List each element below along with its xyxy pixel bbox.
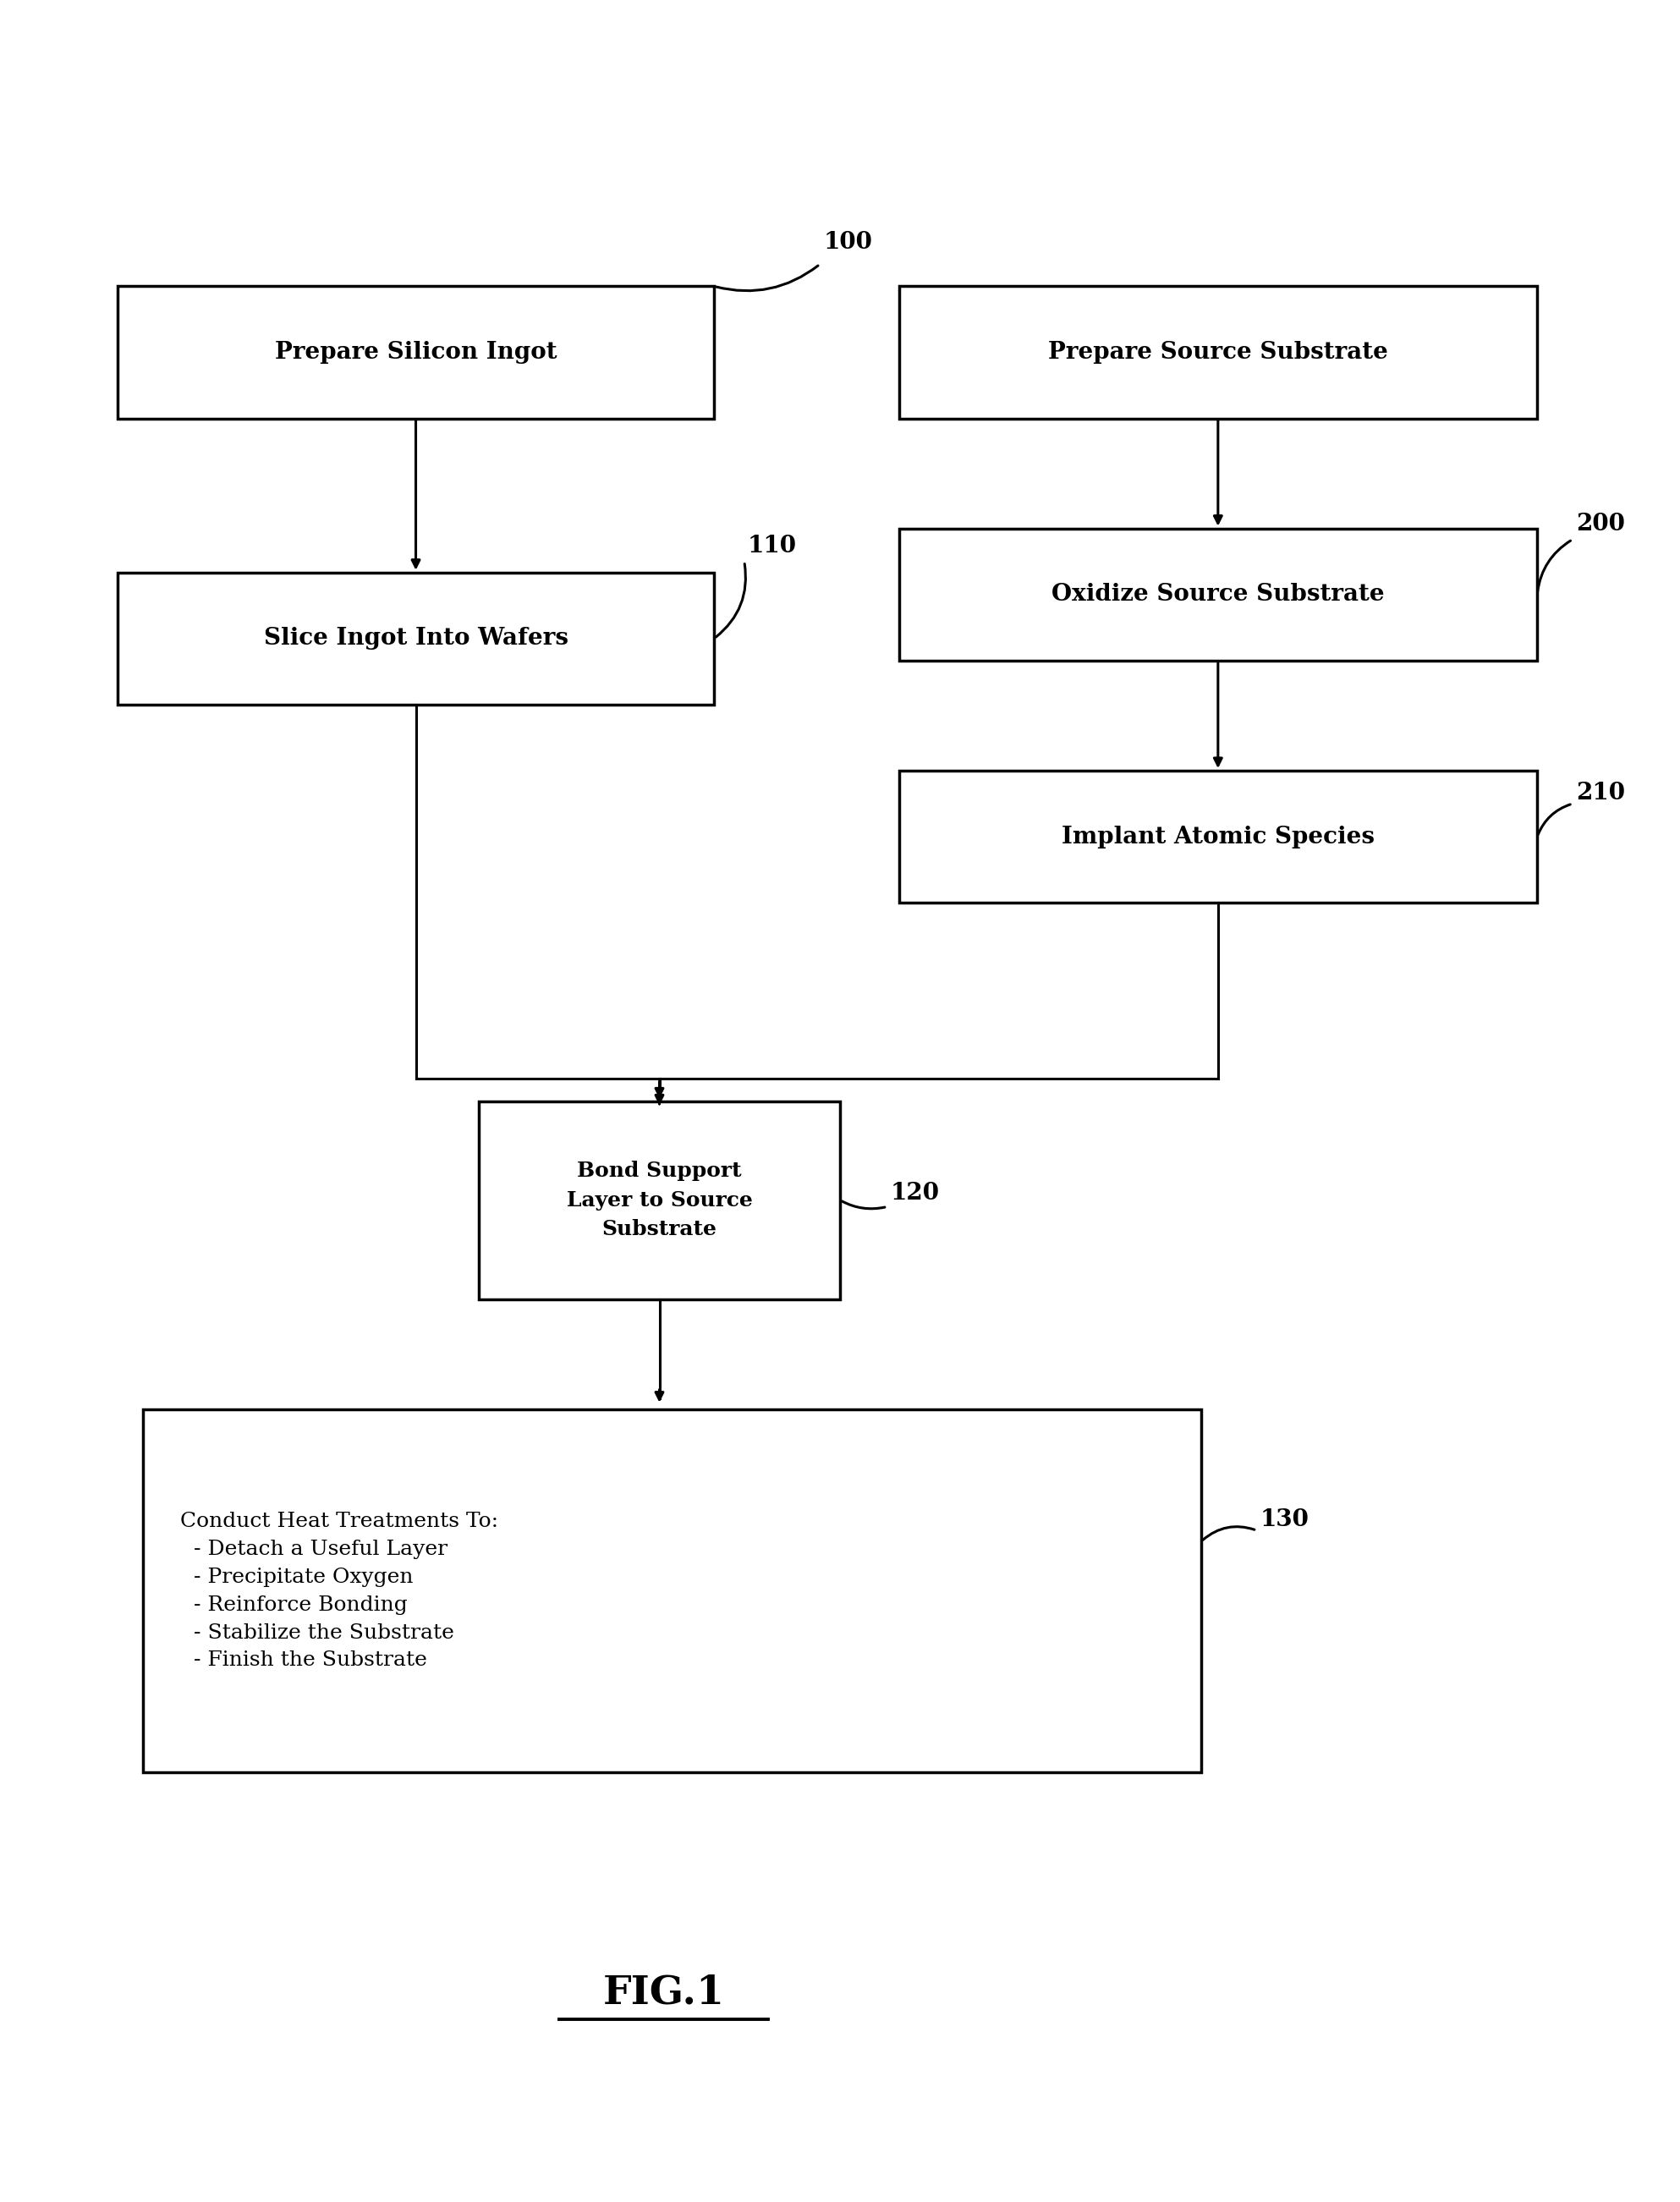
Text: Conduct Heat Treatments To:
  - Detach a Useful Layer
  - Precipitate Oxygen
  -: Conduct Heat Treatments To: - Detach a U… — [180, 1511, 497, 1671]
FancyBboxPatch shape — [118, 573, 714, 705]
FancyBboxPatch shape — [899, 528, 1537, 661]
Text: Implant Atomic Species: Implant Atomic Species — [1062, 826, 1374, 848]
FancyBboxPatch shape — [899, 771, 1537, 903]
Text: Oxidize Source Substrate: Oxidize Source Substrate — [1052, 584, 1384, 606]
Text: Bond Support
Layer to Source
Substrate: Bond Support Layer to Source Substrate — [566, 1160, 753, 1240]
FancyBboxPatch shape — [143, 1409, 1201, 1773]
Text: FIG.1: FIG.1 — [603, 1973, 724, 2013]
Text: 200: 200 — [1576, 513, 1625, 535]
Text: Prepare Silicon Ingot: Prepare Silicon Ingot — [276, 341, 556, 363]
Text: 120: 120 — [890, 1182, 939, 1204]
Text: 130: 130 — [1260, 1508, 1309, 1530]
FancyBboxPatch shape — [899, 286, 1537, 418]
FancyBboxPatch shape — [479, 1101, 840, 1299]
Text: 210: 210 — [1576, 782, 1625, 804]
Text: 110: 110 — [748, 535, 796, 557]
Text: Slice Ingot Into Wafers: Slice Ingot Into Wafers — [264, 628, 568, 650]
Text: Prepare Source Substrate: Prepare Source Substrate — [1048, 341, 1388, 363]
Text: 100: 100 — [823, 231, 872, 253]
FancyBboxPatch shape — [118, 286, 714, 418]
